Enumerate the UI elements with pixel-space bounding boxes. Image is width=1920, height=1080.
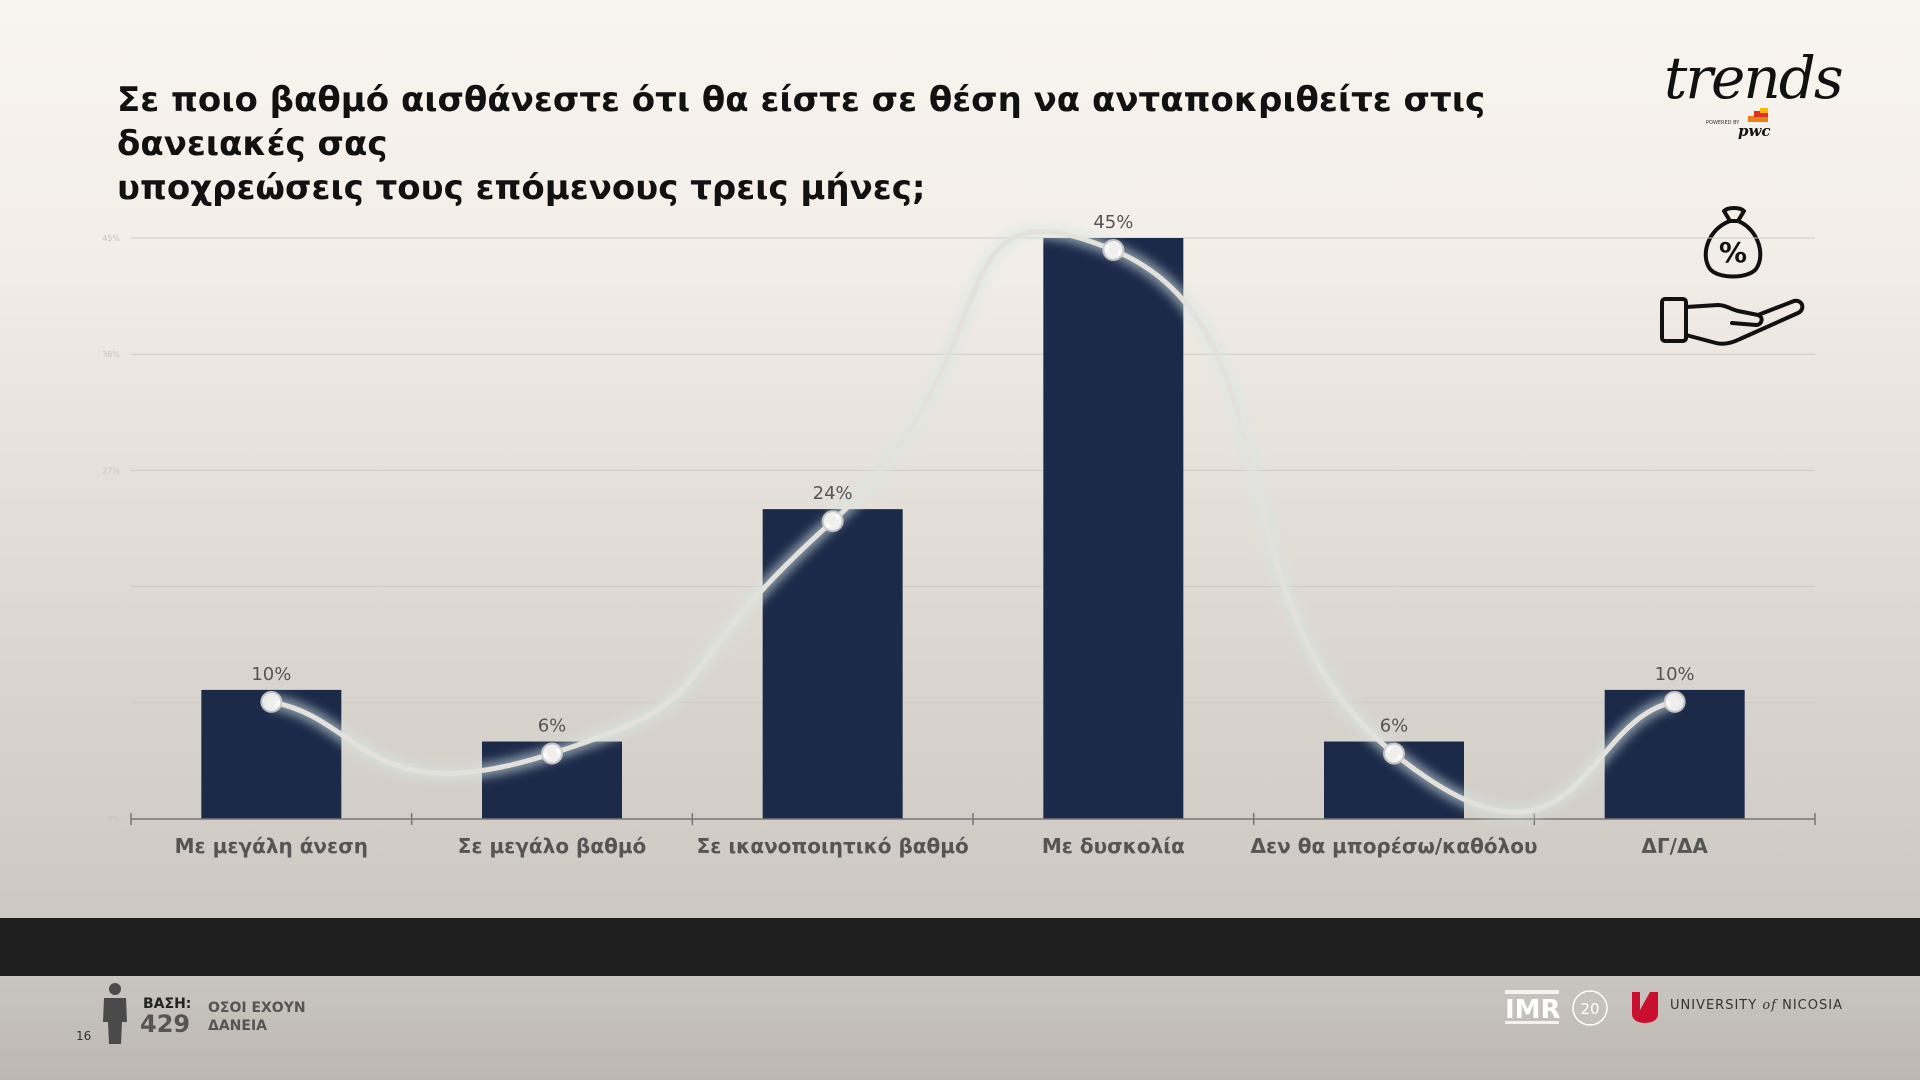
pwc-mark-icon [1748, 108, 1768, 122]
y-axis-ticks: 0% 27% 36% 45% [102, 234, 120, 824]
page-number: 16 [76, 1029, 92, 1043]
value-label: 6% [1380, 716, 1409, 737]
university-prefix: UNIVERSITY [1670, 998, 1758, 1013]
money-bag-hand-icon: % [1660, 206, 1805, 346]
title-line-2: υποχρεώσεις τους επόμενους τρεις μήνες; [117, 168, 926, 208]
bars [201, 238, 1745, 819]
trend-line-path [268, 229, 1678, 815]
university-nicosia-mark-icon [1632, 992, 1658, 1023]
imr-20-years-logo: IMR 20 [1505, 990, 1608, 1026]
trends-logo: trends POWERED BY pwc [1660, 44, 1844, 144]
base-description-line-2: ΔΑΝΕΙΑ [208, 1018, 267, 1034]
university-of: of [1762, 998, 1777, 1013]
university-nicosia-text: UNIVERSITY of NICOSIA [1670, 998, 1843, 1013]
trends-wordmark: trends [1664, 44, 1844, 112]
y-tick-label: 45% [102, 234, 120, 243]
title-line-1: Σε ποιο βαθμό αισθάνεστε ότι θα είστε σε… [117, 80, 1486, 164]
category-label: ΔΓ/ΔΑ [1641, 834, 1708, 858]
value-label: 10% [1655, 664, 1695, 685]
slide-title: Σε ποιο βαθμό αισθάνεστε ότι θα είστε σε… [117, 78, 1597, 210]
svg-text:%: % [1719, 236, 1747, 269]
powered-by-label: POWERED BY [1706, 120, 1740, 126]
trend-point-inner [266, 696, 277, 707]
bar [762, 509, 903, 819]
category-label: Με δυσκολία [1042, 834, 1185, 858]
base-value: 429 [140, 1010, 191, 1038]
category-labels: Με μεγάλη άνεση Σε μεγάλο βαθμό Σε ικανοπο… [175, 834, 1709, 858]
trend-point-inner [547, 748, 557, 759]
category-label: Δεν θα μπορέσω/καθόλου [1251, 834, 1538, 858]
university-suffix: NICOSIA [1782, 998, 1843, 1013]
person-silhouette-icon [103, 983, 127, 1044]
trend-line [260, 224, 1686, 819]
trend-point-inner [1669, 696, 1680, 707]
y-tick-label: 0% [107, 815, 120, 824]
chart-grid [131, 237, 1815, 704]
y-tick-label: 36% [102, 350, 120, 359]
value-label: 24% [813, 483, 853, 504]
imr-text: IMR [1505, 995, 1561, 1025]
footer [0, 976, 1920, 1080]
value-label: 6% [538, 716, 567, 737]
bar [1043, 238, 1184, 819]
bar-chart: 0% 27% 36% 45% 10% 6% 24% 45% 6% 10% Με μεγάλη ά… [102, 212, 1816, 858]
value-label: 45% [1093, 212, 1133, 233]
value-labels: 10% 6% 24% 45% 6% 10% [251, 212, 1694, 737]
category-label: Σε μεγάλο βαθμό [458, 834, 647, 858]
base-label: ΒΑΣΗ: [143, 996, 192, 1012]
trend-point-inner [827, 516, 838, 527]
value-label: 10% [251, 664, 291, 685]
x-axis [130, 813, 1816, 825]
trend-point-inner [1108, 245, 1119, 255]
trend-point-inner [1389, 748, 1399, 759]
category-label: Με μεγάλη άνεση [175, 834, 368, 858]
base-description-line-1: ΟΣΟΙ ΕΧΟΥΝ [208, 1000, 306, 1016]
pwc-wordmark: pwc [1738, 122, 1771, 140]
footer-band [0, 918, 1920, 976]
category-label: Σε ικανοποιητικό βαθμό [697, 834, 969, 858]
y-tick-label: 27% [102, 466, 120, 475]
trend-line-glow [270, 224, 1677, 819]
imr-years: 20 [1580, 1000, 1599, 1018]
